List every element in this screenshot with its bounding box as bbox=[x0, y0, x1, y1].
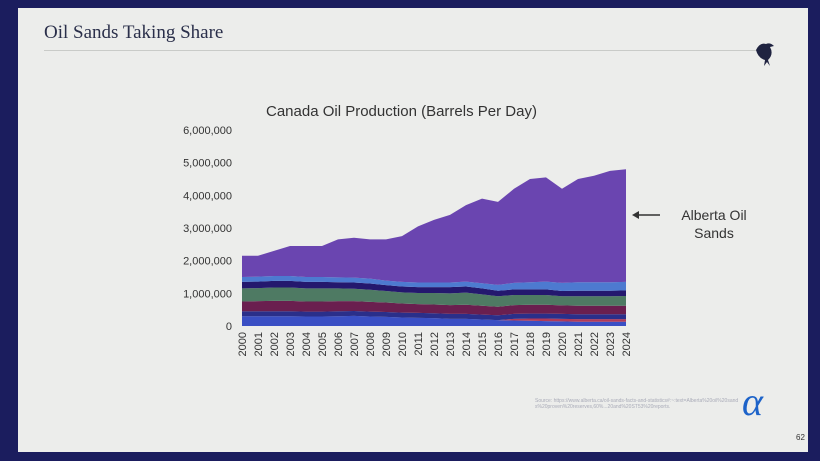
x-tick-label: 2019 bbox=[541, 332, 553, 356]
x-tick-label: 2020 bbox=[557, 332, 569, 356]
y-tick-label: 3,000,000 bbox=[183, 223, 232, 235]
series-area-5 bbox=[242, 280, 626, 297]
x-tick-label: 2017 bbox=[509, 332, 521, 356]
raven-logo-icon bbox=[756, 43, 774, 66]
page-number: 62 bbox=[796, 433, 805, 442]
x-tick-label: 2016 bbox=[493, 332, 505, 356]
chart-title: Canada Oil Production (Barrels Per Day) bbox=[266, 103, 537, 120]
x-tick-label: 2011 bbox=[413, 332, 425, 356]
annotation-label: Alberta Oil Sands bbox=[681, 207, 747, 241]
x-tick-label: 2008 bbox=[365, 332, 377, 356]
series-area-0 bbox=[242, 315, 626, 326]
y-tick-label: 1,000,000 bbox=[183, 288, 232, 300]
x-tick-label: 2018 bbox=[525, 332, 537, 356]
series-area-6 bbox=[242, 276, 626, 292]
series-area-2 bbox=[242, 310, 626, 321]
x-tick-label: 2003 bbox=[285, 332, 297, 356]
series-area-4 bbox=[242, 287, 626, 307]
series-area-1 bbox=[242, 315, 626, 322]
x-tick-label: 2024 bbox=[621, 332, 633, 356]
x-tick-label: 2004 bbox=[301, 332, 313, 356]
x-tick-label: 2015 bbox=[477, 332, 489, 356]
title-divider bbox=[44, 50, 764, 51]
x-tick-label: 2010 bbox=[397, 332, 409, 356]
y-tick-label: 6,000,000 bbox=[183, 125, 232, 137]
slide-title: Oil Sands Taking Share bbox=[44, 22, 224, 43]
x-tick-label: 2002 bbox=[269, 332, 281, 356]
source-citation: Source: https://www.alberta.ca/oil-sands… bbox=[535, 398, 739, 410]
y-tick-label: 5,000,000 bbox=[183, 158, 232, 170]
x-tick-label: 2001 bbox=[253, 332, 265, 356]
alpha-logo: α bbox=[742, 379, 763, 424]
y-tick-label: 0 bbox=[226, 321, 232, 333]
x-tick-label: 2022 bbox=[589, 332, 601, 356]
y-tick-label: 2,000,000 bbox=[183, 256, 232, 268]
series-area-3 bbox=[242, 300, 626, 316]
x-tick-label: 2009 bbox=[381, 332, 393, 356]
x-tick-label: 2006 bbox=[333, 332, 345, 356]
arrow-left-icon bbox=[632, 211, 660, 219]
series-area-oil-sands bbox=[242, 169, 626, 285]
x-tick-label: 2007 bbox=[349, 332, 361, 356]
y-tick-label: 4,000,000 bbox=[183, 190, 232, 202]
x-tick-label: 2000 bbox=[237, 332, 249, 356]
x-tick-label: 2023 bbox=[605, 332, 617, 356]
x-tick-label: 2005 bbox=[317, 332, 329, 356]
x-tick-label: 2012 bbox=[429, 332, 441, 356]
oil-sands-annotation: Alberta Oil Sands bbox=[632, 206, 762, 242]
x-tick-label: 2014 bbox=[461, 332, 473, 356]
x-tick-label: 2021 bbox=[573, 332, 585, 356]
x-tick-label: 2013 bbox=[445, 332, 457, 356]
